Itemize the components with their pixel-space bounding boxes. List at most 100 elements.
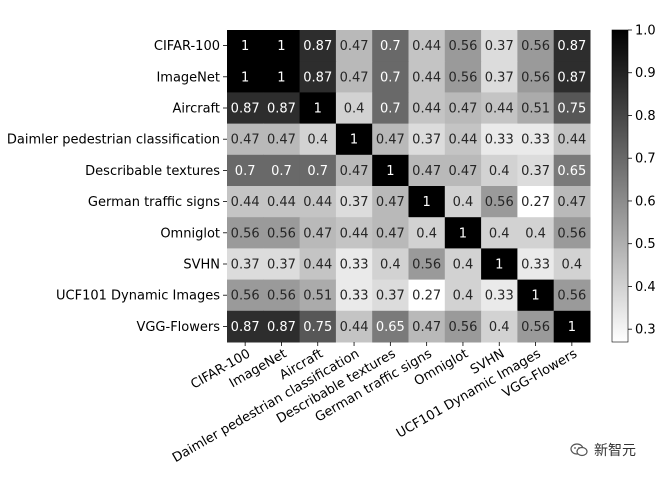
row-tick-label: Aircraft (173, 102, 220, 117)
heatmap-cell (372, 154, 409, 187)
colorbar-tick-label: 0.5 (635, 237, 656, 252)
cell-value-label: 0.47 (448, 164, 477, 179)
heatmap-cell (408, 186, 446, 218)
colorbar-tick-label: 1.0 (635, 24, 656, 39)
heatmap-cell (553, 279, 591, 312)
row-tick-label: Daimler pedestrian classification (7, 133, 220, 148)
heatmap-cell (517, 30, 555, 62)
cell-value-label: 0.87 (557, 70, 586, 85)
cell-value-label: 0.37 (267, 258, 296, 273)
heatmap-cell (481, 61, 518, 93)
colorbar-tick-label: 0.3 (635, 323, 656, 338)
cell-value-label: 0.44 (412, 102, 441, 117)
heatmap-cell (444, 123, 482, 156)
cell-value-label: 0.7 (271, 164, 292, 179)
heatmap-cell (335, 248, 373, 281)
row-tick-label: ImageNet (156, 70, 220, 85)
heatmap-cell (553, 248, 591, 281)
heatmap-cell (553, 217, 591, 249)
cell-value-label: 0.37 (485, 70, 514, 85)
heatmap-cell (335, 92, 373, 125)
heatmap-cell (481, 186, 518, 218)
cell-value-label: 1 (241, 70, 249, 85)
cell-value-label: 0.51 (303, 289, 332, 304)
heatmap-cell (335, 279, 373, 312)
cell-value-label: 0.56 (231, 226, 260, 241)
heatmap-cell (517, 186, 555, 218)
cell-value-label: 0.65 (557, 164, 586, 179)
cell-value-label: 0.37 (340, 195, 369, 210)
cell-value-label: 0.4 (344, 102, 365, 117)
heatmap-cells (227, 30, 591, 343)
cell-value-label: 1 (495, 258, 503, 273)
cell-value-label: 0.75 (303, 320, 332, 335)
row-tick-labels: CIFAR-100 ImageNet Aircraft Daimler pedestr… (7, 39, 227, 335)
colorbar: 1.0 0.9 0.8 0.7 0.6 0.5 0.4 0.3 (611, 24, 656, 343)
cell-value-label: 0.56 (267, 226, 296, 241)
heatmap-cell (517, 248, 555, 281)
cell-value-label: 0.37 (376, 289, 405, 304)
cell-value-label: 0.7 (235, 164, 256, 179)
cell-value-label: 0.4 (416, 226, 437, 241)
heatmap-cell (444, 92, 482, 125)
heatmap-cell (553, 123, 591, 156)
cell-value-label: 1 (423, 195, 431, 210)
cell-value-label: 0.33 (340, 289, 369, 304)
cell-value-label: 0.47 (376, 133, 405, 148)
heatmap-cell (517, 217, 555, 249)
heatmap-cell (553, 92, 591, 125)
heatmap-cell (299, 217, 337, 249)
cell-value-label: 0.44 (267, 195, 296, 210)
cell-value-label: 0.27 (412, 289, 441, 304)
heatmap-cell (408, 279, 446, 312)
heatmap-cell (263, 123, 301, 156)
colorbar-gradient (611, 29, 629, 343)
heatmap-cell (481, 217, 518, 249)
cell-value-label: 0.4 (453, 258, 474, 273)
heatmap-cell (481, 154, 518, 187)
heatmap-cell (299, 154, 337, 187)
cell-value-label: 0.47 (231, 133, 260, 148)
cell-value-label: 1 (459, 226, 467, 241)
cell-value-label: 0.56 (557, 226, 586, 241)
cell-value-label: 0.47 (376, 195, 405, 210)
row-tick-label: VGG-Flowers (136, 320, 220, 335)
heatmap-cell (517, 154, 555, 187)
cell-value-label: 1 (386, 164, 394, 179)
cell-value-label: 0.87 (267, 320, 296, 335)
cell-value-label: 0.56 (412, 258, 441, 273)
cell-value-label: 0.37 (231, 258, 260, 273)
heatmap-cell (335, 217, 373, 249)
heatmap-cell (372, 61, 409, 93)
heatmap-cell (335, 61, 373, 93)
heatmap-cell (517, 123, 555, 156)
cell-value-label: 0.44 (340, 226, 369, 241)
cell-value-label: 0.33 (521, 133, 550, 148)
heatmap-cell (263, 279, 301, 312)
heatmap-cell (553, 30, 591, 62)
cell-value-label: 1 (241, 39, 249, 54)
cell-value-label: 1 (277, 39, 285, 54)
heatmap-cell (372, 248, 409, 281)
heatmap-cell (335, 123, 373, 156)
heatmap-cell (408, 248, 446, 281)
cell-value-label: 0.44 (303, 258, 332, 273)
cell-value-label: 1 (568, 320, 576, 335)
cell-value-label: 1 (314, 102, 322, 117)
heatmap-cell (299, 248, 337, 281)
heatmap-cell (481, 248, 518, 281)
cell-value-label: 0.7 (380, 39, 401, 54)
heatmap-cell (408, 92, 446, 125)
cell-value-label: 1 (350, 133, 358, 148)
heatmap-cell (227, 186, 264, 218)
heatmap-cell (227, 61, 264, 93)
row-tick-label: UCF101 Dynamic Images (56, 289, 220, 304)
cell-value-label: 0.56 (448, 320, 477, 335)
cell-value-label: 0.4 (489, 226, 510, 241)
heatmap-cell (299, 123, 337, 156)
cell-value-label: 0.47 (412, 320, 441, 335)
heatmap-cell (372, 30, 409, 62)
row-tick-label: Describable textures (85, 164, 220, 179)
